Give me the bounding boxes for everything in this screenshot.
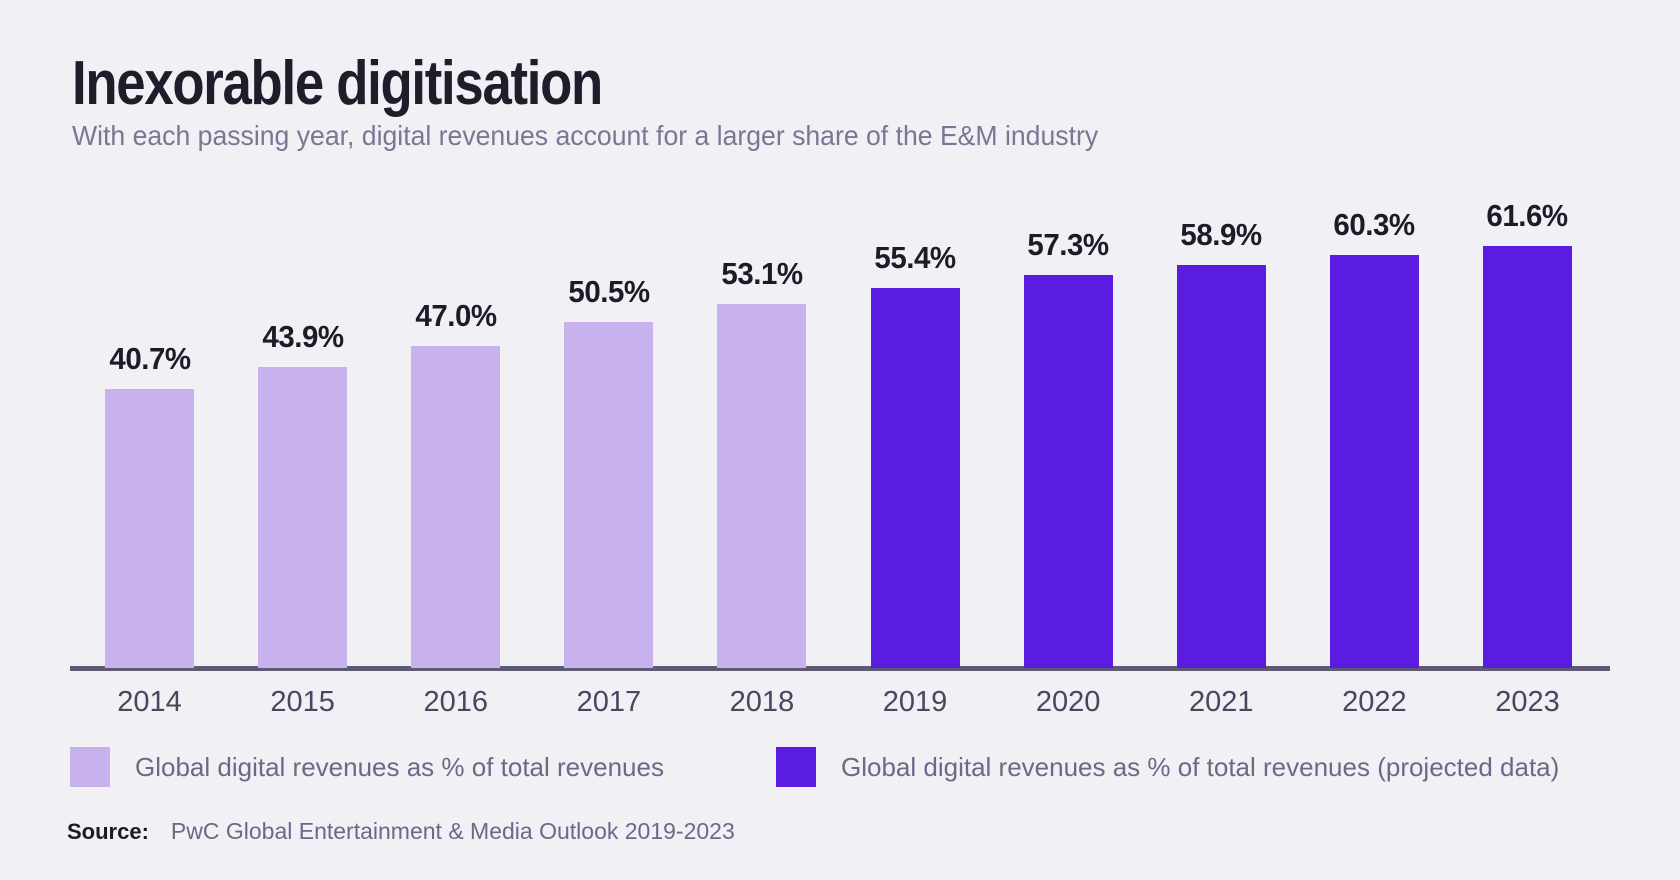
bar-value-2017: 50.5% xyxy=(568,274,650,310)
legend-label-projected: Global digital revenues as % of total re… xyxy=(841,751,1560,782)
bar-value-2018: 53.1% xyxy=(721,256,803,292)
bar-value-2022: 60.3% xyxy=(1333,206,1416,242)
bar-2019: 55.4% xyxy=(870,240,960,668)
bar-group-2017: 50.5% 2017 xyxy=(564,274,654,718)
source-text: PwC Global Entertainment & Media Outlook… xyxy=(170,818,735,844)
x-tick-2015: 2015 xyxy=(270,686,335,718)
bar-2016: 47.0% xyxy=(411,298,501,668)
source-row: Source: PwC Global Entertainment & Media… xyxy=(67,818,735,845)
x-tick-2023: 2023 xyxy=(1495,686,1560,718)
bar-group-2022: 60.3% 2022 xyxy=(1329,207,1419,718)
bar-2022: 60.3% xyxy=(1329,207,1419,668)
page-subtitle: With each passing year, digital revenues… xyxy=(72,120,1099,151)
x-tick-2020: 2020 xyxy=(1035,686,1101,718)
legend-swatch-projected xyxy=(776,747,816,787)
x-tick-2016: 2016 xyxy=(423,686,488,718)
legend-swatch-actual xyxy=(70,747,110,787)
bar-2020: 57.3% xyxy=(1023,227,1113,668)
x-tick-2017: 2017 xyxy=(576,686,642,718)
bar-value-2020: 57.3% xyxy=(1027,227,1110,263)
bar-chart: 40.7% 2014 43.9% 2015 47.0% 2016 50.5% 2017 53.1… xyxy=(105,180,1572,718)
x-tick-2021: 2021 xyxy=(1189,686,1254,718)
x-tick-2022: 2022 xyxy=(1342,686,1407,718)
bar-group-2015: 43.9% 2015 xyxy=(258,319,348,718)
bar-2015: 43.9% xyxy=(258,319,348,668)
legend-label-actual: Global digital revenues as % of total re… xyxy=(135,751,664,782)
bar-2021: 58.9% xyxy=(1176,217,1266,668)
bar-group-2021: 58.9% 2021 xyxy=(1176,217,1266,718)
bar-value-2014: 40.7% xyxy=(108,341,191,377)
bar-group-2018: 53.1% 2018 xyxy=(717,256,807,718)
page-title: Inexorable digitisation xyxy=(72,49,603,118)
bar-2014: 40.7% xyxy=(105,341,194,668)
bar-value-2015: 43.9% xyxy=(262,319,344,355)
bar-group-2014: 40.7% 2014 xyxy=(105,341,194,718)
x-tick-2019: 2019 xyxy=(882,686,948,718)
bar-group-2023: 61.6% 2023 xyxy=(1482,198,1572,718)
bar-group-2016: 47.0% 2016 xyxy=(411,298,501,718)
bar-value-2019: 55.4% xyxy=(874,240,956,276)
bar-value-2016: 47.0% xyxy=(415,298,497,334)
legend-item-projected: Global digital revenues as % of total re… xyxy=(776,747,1559,787)
bar-2018: 53.1% xyxy=(717,256,807,668)
bar-2023: 61.6% xyxy=(1482,198,1572,668)
bar-group-2020: 57.3% 2020 xyxy=(1023,227,1113,718)
x-tick-2018: 2018 xyxy=(729,686,795,718)
source-label: Source: xyxy=(67,819,149,844)
x-tick-2014: 2014 xyxy=(117,686,182,718)
bar-value-2021: 58.9% xyxy=(1180,216,1263,252)
bar-2017: 50.5% xyxy=(564,274,654,668)
bar-value-2023: 61.6% xyxy=(1486,198,1569,233)
legend-item-actual: Global digital revenues as % of total re… xyxy=(70,747,664,787)
bar-group-2019: 55.4% 2019 xyxy=(870,240,960,718)
x-axis-line xyxy=(70,666,1610,671)
